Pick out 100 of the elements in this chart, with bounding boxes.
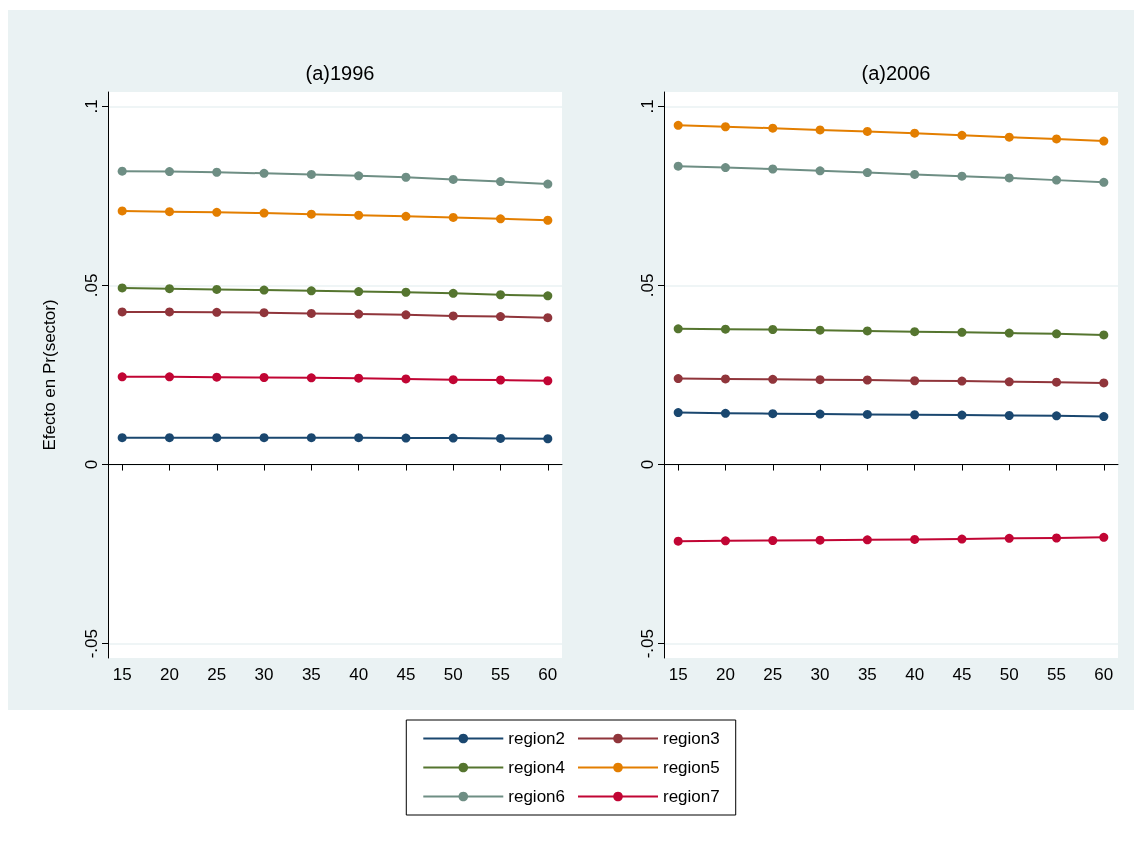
point (164, 372, 174, 382)
y-tick-label: .05 (82, 273, 101, 298)
point (815, 409, 825, 419)
point (117, 433, 127, 443)
point (117, 166, 127, 176)
point (1099, 177, 1109, 187)
point (1052, 175, 1062, 185)
point (259, 285, 269, 295)
point (496, 290, 506, 300)
x-tick-label: 15 (112, 665, 132, 684)
point (448, 288, 458, 298)
point (164, 284, 174, 294)
point (957, 410, 967, 420)
point (1004, 410, 1014, 420)
point (1052, 533, 1062, 543)
point (164, 167, 174, 177)
point (768, 325, 778, 334)
point (543, 376, 553, 386)
point (1004, 533, 1014, 543)
point (910, 410, 920, 420)
point (212, 307, 222, 317)
point (768, 409, 778, 419)
point (720, 324, 730, 334)
point (306, 433, 316, 443)
x-tick-label: 20 (716, 665, 735, 684)
point (673, 536, 683, 546)
point (259, 168, 269, 178)
point (259, 308, 269, 318)
point (768, 123, 778, 133)
point (1052, 329, 1062, 339)
point (496, 312, 506, 322)
legend-label: region2 (508, 729, 566, 748)
point (1004, 132, 1014, 142)
x-tick-label: 30 (810, 665, 830, 684)
point (401, 172, 411, 182)
point (401, 374, 411, 384)
point (957, 171, 967, 181)
point (306, 373, 316, 383)
x-tick-label: 45 (396, 665, 416, 684)
point (1052, 134, 1062, 144)
point (354, 433, 364, 443)
point (1099, 412, 1109, 422)
point (720, 122, 730, 132)
point (496, 375, 506, 385)
point (1099, 136, 1109, 146)
legend-label: region7 (663, 787, 720, 806)
legend-label: region5 (663, 758, 720, 777)
y-tick-label: .05 (638, 273, 657, 298)
point (354, 210, 364, 220)
y-tick-label: -.05 (82, 629, 101, 659)
legend-label: region6 (508, 787, 566, 806)
point (259, 373, 269, 383)
point (862, 375, 872, 385)
point (720, 374, 730, 384)
point (543, 313, 553, 323)
point (910, 534, 920, 544)
point (815, 375, 825, 385)
point (862, 535, 872, 545)
point (306, 169, 316, 179)
point (117, 372, 127, 382)
chart-title: (a)2006 (861, 62, 931, 84)
point (448, 311, 458, 321)
point (543, 215, 553, 225)
point (768, 536, 778, 545)
point (354, 171, 364, 181)
x-tick-label: 35 (857, 665, 877, 684)
point (862, 168, 872, 178)
point (910, 128, 920, 138)
y-tick-label: 0 (638, 459, 657, 470)
point (673, 120, 683, 130)
chart-title: (a)1996 (305, 62, 375, 84)
point (164, 207, 174, 217)
y-tick-label: -.05 (638, 629, 657, 659)
point (815, 125, 825, 135)
x-tick-label: 50 (443, 665, 463, 684)
point (496, 433, 506, 443)
y-tick-label: .1 (638, 99, 657, 114)
point (448, 375, 458, 385)
x-tick-label: 60 (1094, 665, 1114, 684)
x-tick-label: 40 (349, 665, 369, 684)
point (401, 310, 411, 320)
point (910, 169, 920, 179)
point (1004, 173, 1014, 183)
point (957, 327, 967, 337)
x-tick-label: 60 (538, 665, 558, 684)
point (543, 434, 553, 444)
legend-label: region3 (663, 729, 720, 748)
y-tick-label: 0 (82, 459, 101, 470)
point (543, 291, 553, 301)
point (496, 214, 506, 224)
x-tick-label: 55 (491, 665, 510, 684)
point (1099, 330, 1109, 340)
point (768, 164, 778, 174)
point (910, 376, 920, 386)
point (862, 409, 872, 419)
point (1099, 532, 1109, 542)
point (401, 287, 411, 297)
point (117, 283, 127, 293)
x-tick-label: 30 (254, 665, 274, 684)
x-tick-label: 15 (668, 665, 688, 684)
